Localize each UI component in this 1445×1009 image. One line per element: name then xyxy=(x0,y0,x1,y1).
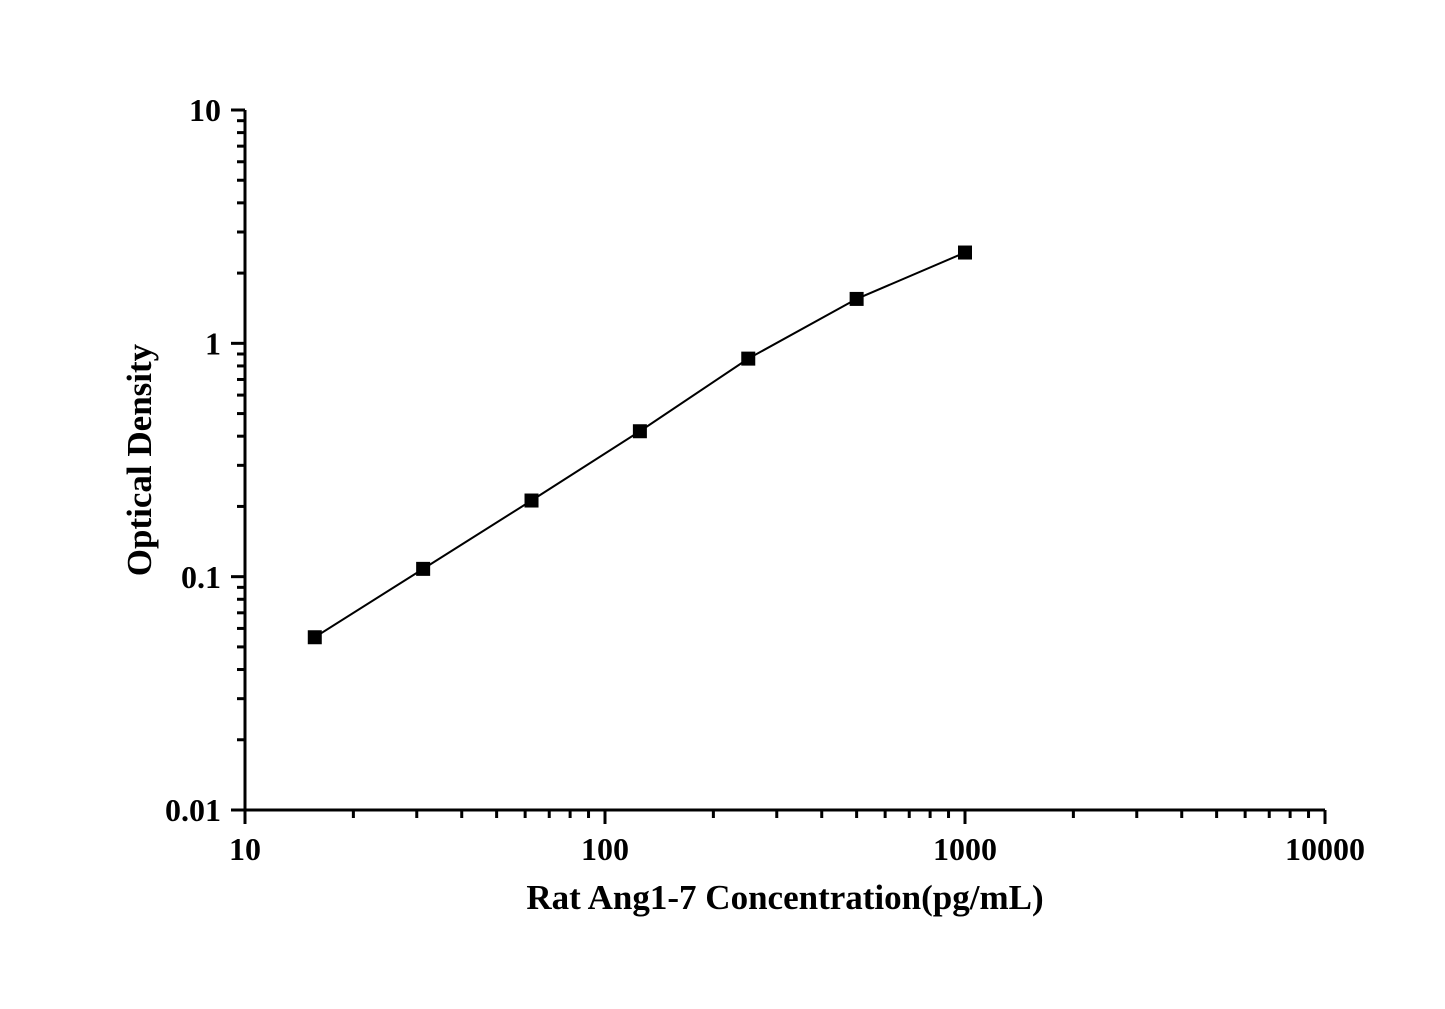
x-tick-label: 1000 xyxy=(933,831,997,867)
x-tick-label: 10 xyxy=(229,831,261,867)
x-axis-title: Rat Ang1-7 Concentration(pg/mL) xyxy=(526,878,1043,917)
data-marker xyxy=(308,630,322,644)
data-marker xyxy=(416,562,430,576)
standard-curve-chart: 10 100 1000 10000 0.01 0.1 1 10 Rat Ang1-7 Conce… xyxy=(0,0,1445,1009)
data-marker xyxy=(525,494,539,508)
data-marker xyxy=(741,352,755,366)
data-marker xyxy=(850,292,864,306)
y-tick-label: 0.1 xyxy=(181,559,221,595)
y-tick-label: 10 xyxy=(189,92,221,128)
y-tick-label: 1 xyxy=(205,326,221,362)
chart-container: 10 100 1000 10000 0.01 0.1 1 10 Rat Ang1-7 Conce… xyxy=(0,0,1445,1009)
x-tick-label: 10000 xyxy=(1285,831,1365,867)
x-tick-label: 100 xyxy=(581,831,629,867)
y-axis-title: Optical Density xyxy=(120,343,159,576)
y-tick-label: 0.01 xyxy=(165,792,221,828)
data-marker xyxy=(633,424,647,438)
data-marker xyxy=(958,246,972,260)
